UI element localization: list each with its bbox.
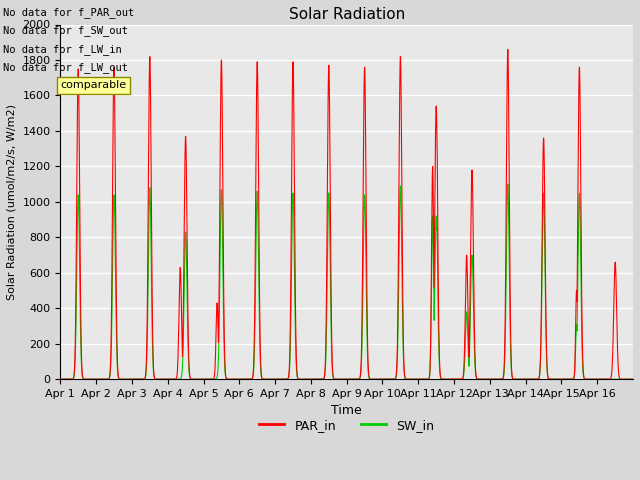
Text: No data for f_SW_out: No data for f_SW_out bbox=[3, 25, 128, 36]
X-axis label: Time: Time bbox=[332, 405, 362, 418]
Text: No data for f_LW_in: No data for f_LW_in bbox=[3, 44, 122, 55]
Text: No data for f_LW_out: No data for f_LW_out bbox=[3, 62, 128, 73]
Y-axis label: Solar Radiation (umol/m2/s, W/m2): Solar Radiation (umol/m2/s, W/m2) bbox=[7, 104, 17, 300]
Text: No data for f_PAR_out: No data for f_PAR_out bbox=[3, 7, 134, 18]
Legend: PAR_in, SW_in: PAR_in, SW_in bbox=[254, 414, 439, 437]
Title: Solar Radiation: Solar Radiation bbox=[289, 7, 405, 22]
Text: comparable: comparable bbox=[60, 80, 127, 90]
